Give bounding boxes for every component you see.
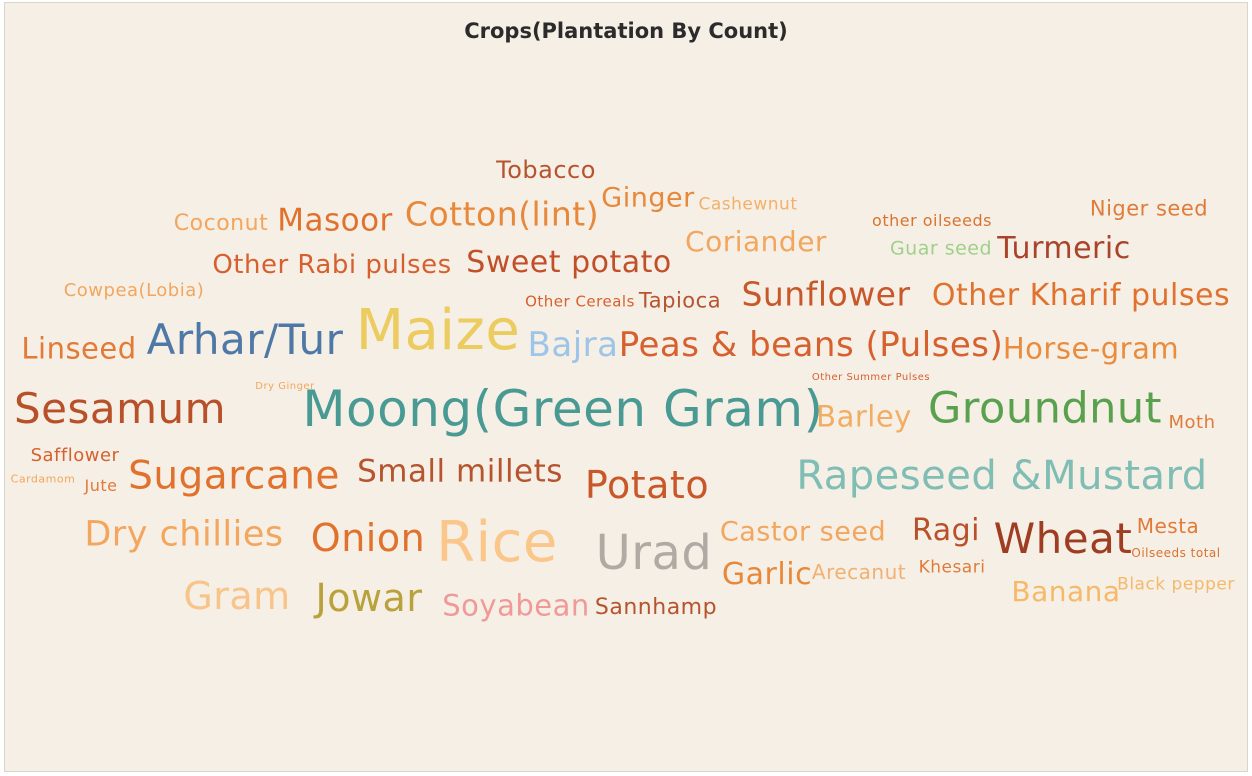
word-other-cereals: Other Cereals	[525, 292, 635, 311]
word-other-rabi-pulses: Other Rabi pulses	[212, 250, 452, 280]
word-sesamum: Sesamum	[13, 384, 227, 433]
word-onion: Onion	[310, 516, 426, 560]
chart-title: Crops(Plantation By Count)	[464, 19, 788, 43]
word-ginger: Ginger	[601, 182, 695, 214]
word-wheat: Wheat	[993, 514, 1133, 563]
word-jowar: Jowar	[315, 576, 423, 620]
word-banana: Banana	[1011, 575, 1121, 608]
word-other-summer-pulses: Other Summer Pulses	[811, 372, 931, 383]
word-arhar-tur: Arhar/Tur	[146, 315, 344, 364]
word-small-millets: Small millets	[357, 453, 563, 490]
word-castor-seed: Castor seed	[719, 516, 887, 548]
word-rapeseed-mustard: Rapeseed &Mustard	[796, 453, 1208, 499]
word-sannhamp: Sannhamp	[594, 595, 718, 620]
word-black-pepper: Black pepper	[1117, 574, 1235, 595]
word-cotton-lint: Cotton(lint)	[404, 194, 600, 234]
word-sunflower: Sunflower	[741, 274, 911, 314]
word-cowpea-lobia: Cowpea(Lobia)	[63, 280, 205, 301]
word-jute: Jute	[84, 476, 118, 495]
word-khesari: Khesari	[918, 557, 986, 578]
word-sugarcane: Sugarcane	[128, 453, 340, 499]
chart-frame: Crops(Plantation By Count)	[4, 2, 1248, 772]
word-coriander: Coriander	[685, 225, 827, 258]
word-garlic: Garlic	[721, 557, 813, 592]
word-moong-green-gram: Moong(Green Gram)	[302, 380, 824, 438]
word-mesta: Mesta	[1136, 514, 1200, 538]
word-cardamom: Cardamom	[10, 472, 76, 486]
word-cashewnut: Cashewnut	[698, 194, 798, 215]
word-arecanut: Arecanut	[811, 560, 907, 584]
word-moth: Moth	[1168, 412, 1216, 433]
word-tapioca: Tapioca	[638, 288, 722, 313]
word-linseed: Linseed	[21, 331, 137, 366]
word-horse-gram: Horse-gram	[1002, 331, 1180, 366]
word-turmeric: Turmeric	[997, 231, 1131, 266]
word-maize: Maize	[355, 298, 521, 363]
word-guar-seed: Guar seed	[889, 237, 993, 260]
word-gram: Gram	[183, 574, 291, 618]
word-bajra: Bajra	[527, 325, 619, 365]
word-coconut: Coconut	[173, 211, 269, 236]
word-urad: Urad	[595, 525, 713, 581]
word-sweet-potato: Sweet potato	[466, 245, 672, 280]
word-barley: Barley	[816, 399, 912, 434]
word-potato: Potato	[584, 463, 710, 507]
word-other-kharif-pulses: Other Kharif pulses	[931, 278, 1231, 313]
word-rice: Rice	[436, 510, 558, 575]
word-ragi: Ragi	[912, 513, 980, 548]
word-oilseeds-total: Oilseeds total	[1131, 546, 1221, 560]
word-other-oilseeds: other oilseeds	[872, 211, 992, 230]
word-peas-beans-pulses: Peas & beans (Pulses)	[618, 325, 1004, 365]
word-dry-ginger: Dry Ginger	[255, 381, 315, 392]
word-masoor: Masoor	[277, 202, 393, 239]
word-niger-seed: Niger seed	[1089, 196, 1209, 221]
word-dry-chillies: Dry chillies	[84, 514, 284, 555]
word-tobacco: Tobacco	[496, 156, 596, 184]
word-safflower: Safflower	[30, 445, 120, 466]
word-groundnut: Groundnut	[927, 383, 1163, 434]
word-soyabean: Soyabean	[442, 588, 590, 623]
